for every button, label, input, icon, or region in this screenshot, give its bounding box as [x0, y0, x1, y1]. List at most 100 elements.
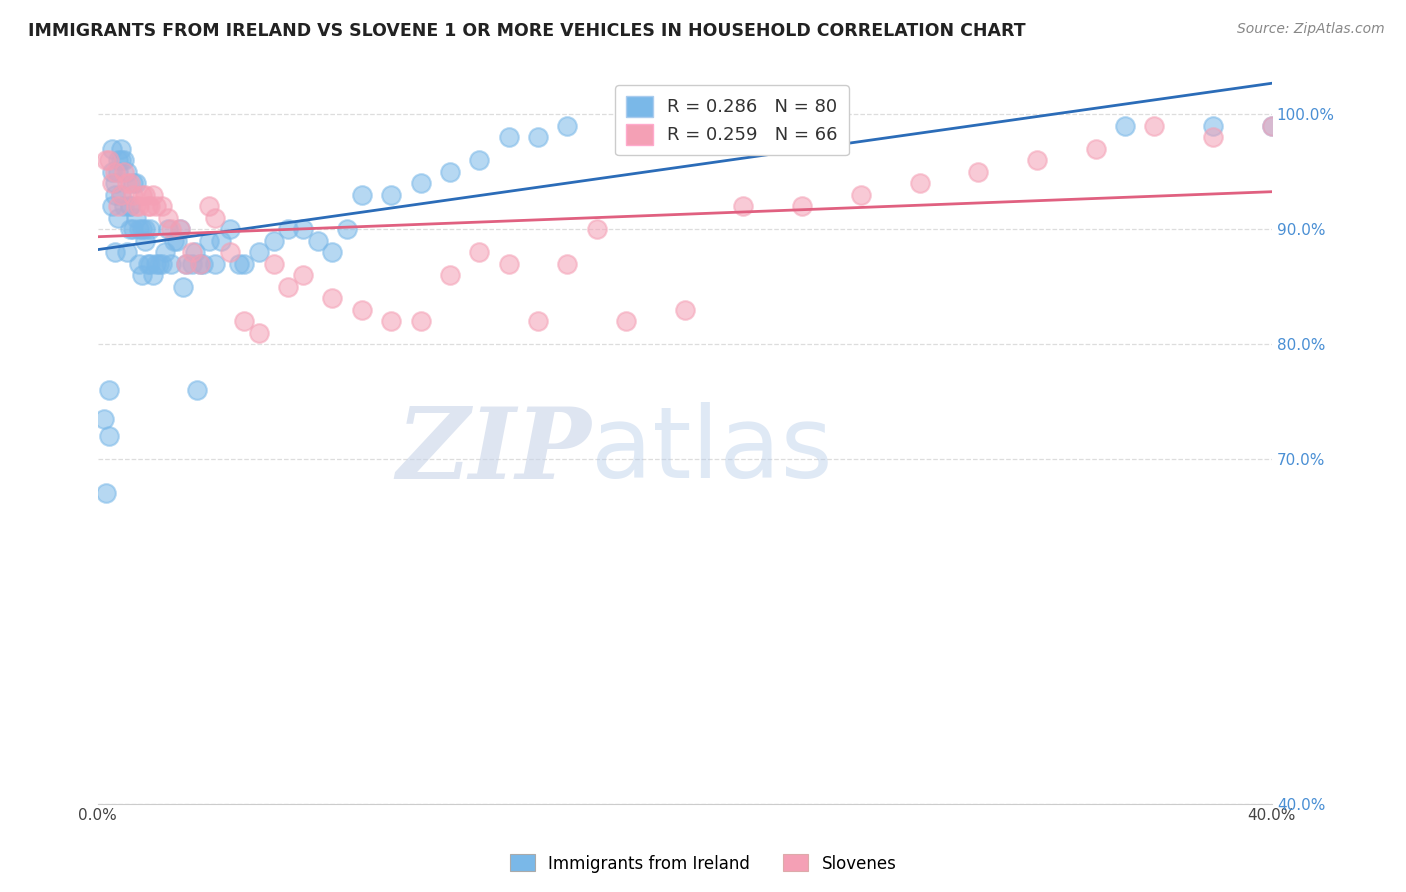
Point — [110, 187, 132, 202]
Point — [180, 257, 202, 271]
Point — [160, 257, 183, 271]
Point — [150, 199, 173, 213]
Point — [1261, 119, 1284, 133]
Point — [150, 257, 173, 271]
Point — [233, 314, 256, 328]
Point — [122, 177, 145, 191]
Text: atlas: atlas — [591, 402, 832, 500]
Point — [131, 222, 153, 236]
Point — [468, 245, 491, 260]
Point — [1143, 119, 1166, 133]
Point — [190, 257, 212, 271]
Point — [228, 257, 250, 271]
Point — [107, 199, 129, 213]
Point — [101, 199, 124, 213]
Point — [104, 245, 127, 260]
Point — [112, 165, 135, 179]
Point — [125, 211, 148, 225]
Point — [849, 187, 872, 202]
Point — [98, 383, 121, 397]
Point — [439, 165, 461, 179]
Point — [118, 199, 141, 213]
Point — [277, 222, 299, 236]
Point — [112, 199, 135, 213]
Point — [136, 257, 159, 271]
Point — [128, 199, 150, 213]
Point — [468, 153, 491, 168]
Point — [527, 130, 550, 145]
Point — [134, 222, 156, 236]
Point — [380, 187, 402, 202]
Point — [115, 245, 138, 260]
Point — [557, 257, 579, 271]
Point — [104, 177, 127, 191]
Point — [204, 257, 226, 271]
Point — [134, 187, 156, 202]
Point — [107, 211, 129, 225]
Point — [180, 245, 202, 260]
Point — [557, 119, 579, 133]
Point — [112, 153, 135, 168]
Point — [820, 119, 842, 133]
Point — [614, 119, 637, 133]
Point — [673, 119, 696, 133]
Text: IMMIGRANTS FROM IRELAND VS SLOVENE 1 OR MORE VEHICLES IN HOUSEHOLD CORRELATION C: IMMIGRANTS FROM IRELAND VS SLOVENE 1 OR … — [28, 22, 1026, 40]
Point — [139, 222, 162, 236]
Point — [166, 234, 188, 248]
Point — [98, 429, 121, 443]
Point — [101, 177, 124, 191]
Point — [142, 187, 165, 202]
Point — [157, 222, 180, 236]
Point — [101, 142, 124, 156]
Point — [186, 383, 208, 397]
Point — [139, 199, 162, 213]
Point — [277, 279, 299, 293]
Point — [128, 257, 150, 271]
Point — [247, 245, 270, 260]
Point — [409, 314, 432, 328]
Legend: Immigrants from Ireland, Slovenes: Immigrants from Ireland, Slovenes — [503, 847, 903, 880]
Point — [321, 291, 343, 305]
Point — [527, 314, 550, 328]
Point — [163, 234, 186, 248]
Point — [139, 257, 162, 271]
Point — [1202, 119, 1225, 133]
Point — [1114, 119, 1136, 133]
Point — [292, 268, 315, 283]
Point — [174, 257, 197, 271]
Text: ZIP: ZIP — [396, 402, 591, 499]
Point — [169, 222, 191, 236]
Point — [98, 153, 121, 168]
Point — [125, 177, 148, 191]
Point — [110, 153, 132, 168]
Point — [263, 234, 285, 248]
Point — [136, 199, 159, 213]
Point — [110, 187, 132, 202]
Point — [198, 199, 221, 213]
Point — [498, 257, 520, 271]
Point — [118, 177, 141, 191]
Point — [131, 268, 153, 283]
Point — [148, 257, 170, 271]
Point — [131, 187, 153, 202]
Point — [115, 165, 138, 179]
Point — [350, 187, 373, 202]
Point — [183, 245, 205, 260]
Point — [122, 187, 145, 202]
Point — [307, 234, 329, 248]
Point — [104, 165, 127, 179]
Point — [142, 268, 165, 283]
Point — [110, 142, 132, 156]
Point — [134, 234, 156, 248]
Point — [193, 257, 215, 271]
Point — [93, 412, 115, 426]
Point — [336, 222, 359, 236]
Point — [174, 257, 197, 271]
Point — [292, 222, 315, 236]
Point — [128, 222, 150, 236]
Legend: R = 0.286   N = 80, R = 0.259   N = 66: R = 0.286 N = 80, R = 0.259 N = 66 — [614, 85, 849, 155]
Point — [172, 279, 194, 293]
Point — [190, 257, 212, 271]
Point — [673, 302, 696, 317]
Point — [122, 222, 145, 236]
